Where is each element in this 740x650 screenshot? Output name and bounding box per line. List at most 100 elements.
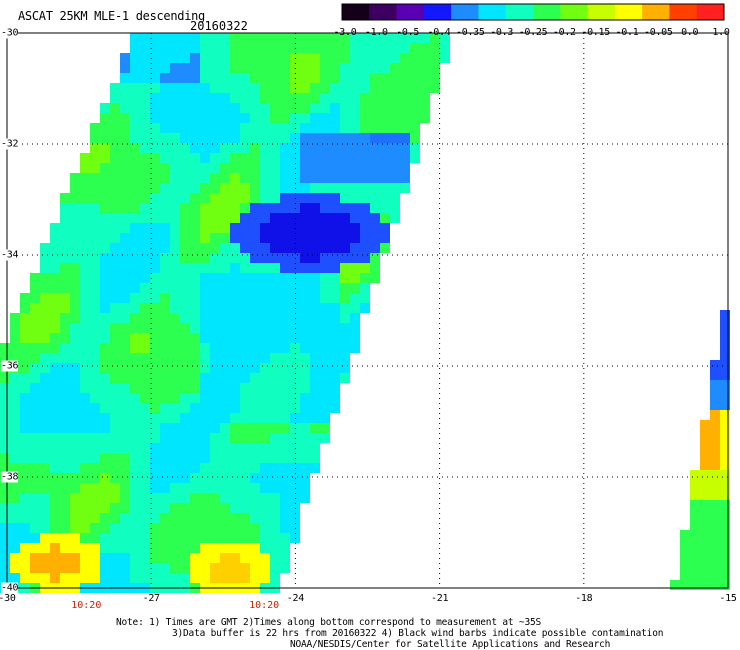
swath-cell [710,560,720,570]
colorbar-frame [341,3,725,21]
swath-cell [120,373,130,383]
swath-cell [280,383,290,393]
swath-cell [130,393,140,403]
swath-cell [80,473,90,483]
swath-cell [50,483,60,493]
swath-cell [190,153,200,163]
swath-cell [140,513,150,523]
swath-cell [210,193,220,203]
swath-cell [160,573,170,583]
swath-cell [100,283,110,293]
swath-cell [260,173,270,183]
swath-cell [240,343,250,353]
swath-cell [240,33,250,43]
swath-cell [50,463,60,473]
swath-cell [710,380,720,390]
swath-cell [200,103,210,113]
swath-cell [120,493,130,503]
swath-cell [280,473,290,483]
swath-cell [30,323,40,333]
swath-cell [230,573,240,583]
swath-cell [180,113,190,123]
swath-cell [350,233,360,243]
swath-cell [240,73,250,83]
swath-cell [270,153,280,163]
swath-cell [80,423,90,433]
swath-cell [260,493,270,503]
lon-tick-label: -27 [142,593,160,604]
swath-cell [80,563,90,573]
swath-cell [30,273,40,283]
colorbar-segment [396,4,425,20]
swath-cell [0,343,10,353]
swath-cell [220,493,230,503]
swath-cell [140,173,150,183]
swath-cell [220,283,230,293]
swath-cell [380,213,390,223]
swath-cell [130,223,140,233]
swath-cell [390,113,400,123]
swath-cell [180,483,190,493]
swath-cell [300,483,310,493]
swath-cell [210,73,220,83]
swath-cell [80,463,90,473]
swath-cell [320,263,330,273]
swath-cell [340,333,350,343]
swath-cell [380,53,390,63]
swath-cell [300,143,310,153]
colorbar-tick-label: 1.0 [712,27,730,38]
swath-cell [90,383,100,393]
swath-cell [190,443,200,453]
swath-cell [190,423,200,433]
swath-cell [60,233,70,243]
swath-cell [210,403,220,413]
swath-cell [230,533,240,543]
swath-cell [240,183,250,193]
swath-cell [700,450,710,460]
swath-cell [180,463,190,473]
swath-cell [300,403,310,413]
swath-cell [200,233,210,243]
swath-cell [140,493,150,503]
swath-cell [150,423,160,433]
swath-cell [340,313,350,323]
swath-cell [190,273,200,283]
swath-cell [60,453,70,463]
swath-cell [320,363,330,373]
swath-cell [400,43,410,53]
swath-cell [140,83,150,93]
swath-cell [270,43,280,53]
swath-cell [330,353,340,363]
swath-cell [200,273,210,283]
swath-cell [270,183,280,193]
swath-cell [50,563,60,573]
swath-cell [80,243,90,253]
swath-cell [330,263,340,273]
swath-cell [30,423,40,433]
swath-cell [310,253,320,263]
swath-main [0,33,450,593]
swath-cell [330,253,340,263]
swath-cell [230,413,240,423]
swath-cell [250,43,260,53]
swath-cell [170,353,180,363]
swath-cell [710,540,720,550]
swath-cell [130,313,140,323]
swath-cell [270,383,280,393]
swath-cell [210,223,220,233]
swath-cell [240,363,250,373]
swath-cell [50,393,60,403]
swath-cell [210,373,220,383]
swath-cell [420,63,430,73]
swath-cell [700,490,710,500]
swath-cell [230,213,240,223]
swath-cell [120,463,130,473]
swath-cell [160,303,170,313]
swath-cell [700,550,710,560]
swath-cell [110,573,120,583]
swath-cell [120,73,130,83]
swath-cell [60,463,70,473]
swath-cell [280,223,290,233]
colorbar-tick-label: -0.1 [615,27,639,38]
swath-cell [180,313,190,323]
